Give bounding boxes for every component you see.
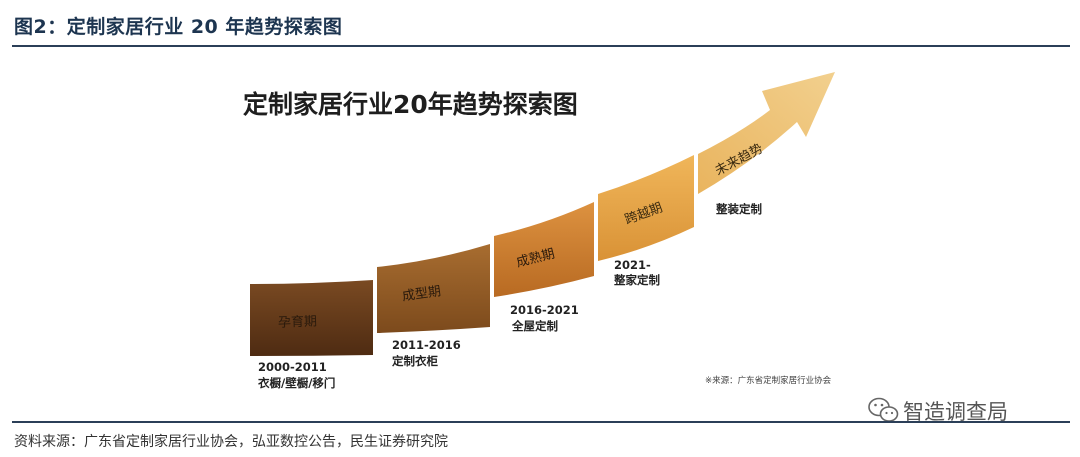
stage-3-products: 全屋定制 [511, 319, 558, 333]
stage-2-segment [377, 244, 490, 333]
stage-4-segment [598, 155, 694, 261]
figure-title: 图2：定制家居行业 20 年趋势探索图 [14, 16, 343, 38]
image-source-note: ※来源：广东省定制家居行业协会 [705, 375, 832, 386]
stage-3-segment [494, 202, 594, 297]
stage-1-label: 孕育期 [278, 313, 318, 330]
stage-5-products: 整装定制 [715, 202, 762, 216]
stage-5-arrow [698, 72, 835, 194]
watermark-text: 智造调查局 [903, 400, 1008, 424]
source-line: 资料来源：广东省定制家居行业协会，弘亚数控公告，民生证券研究院 [14, 434, 448, 450]
top-divider [12, 45, 1070, 47]
stage-1-period: 2000-2011 [258, 360, 327, 374]
stage-1-products: 衣橱/壁橱/移门 [258, 376, 335, 390]
stage-3-period: 2016-2021 [510, 303, 579, 317]
inner-title: 定制家居行业20年趋势探索图 [243, 90, 578, 119]
stage-2-label: 成型期 [401, 284, 442, 304]
stage-4-period: 2021- [614, 258, 651, 272]
stage-2-period: 2011-2016 [392, 338, 461, 352]
bottom-divider [12, 421, 1070, 423]
stage-1-segment [250, 280, 373, 356]
stage-2-products: 定制衣柜 [392, 354, 438, 368]
stage-4-products: 整家定制 [613, 273, 660, 287]
wechat-icon [868, 397, 899, 422]
